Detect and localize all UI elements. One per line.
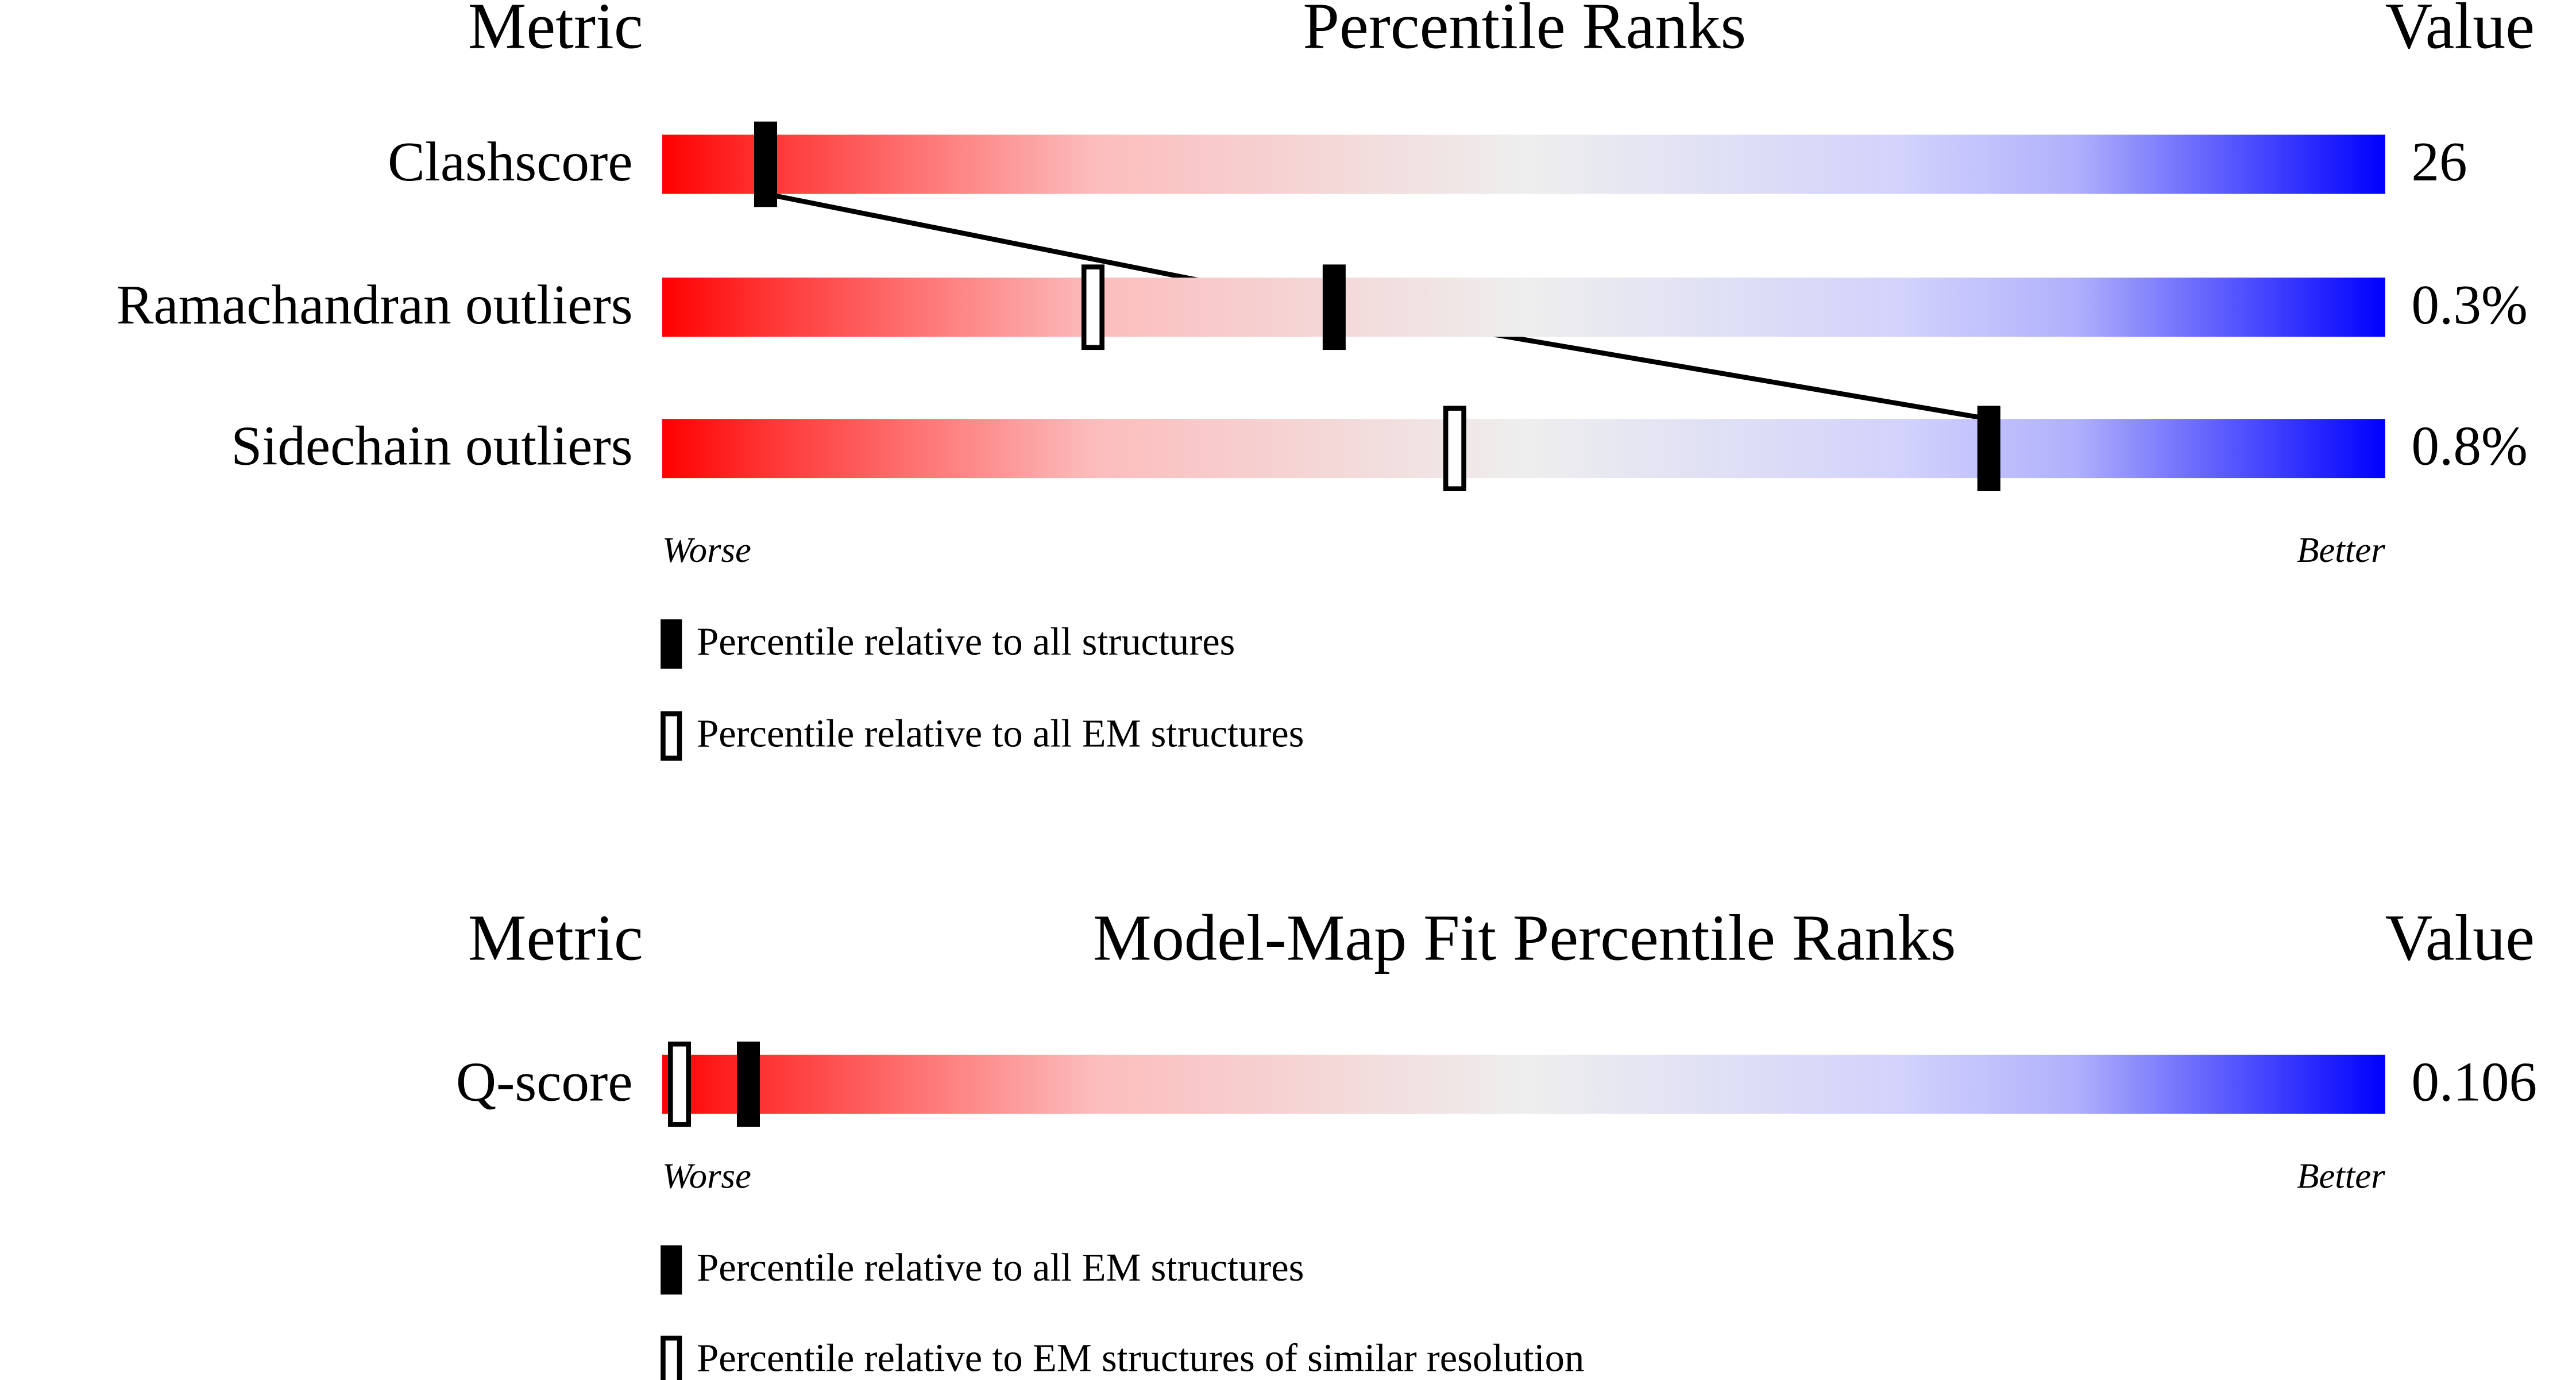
percentile-marker-open [1443, 406, 1466, 491]
slider-bar [662, 419, 2385, 479]
percentile-marker-open [1081, 264, 1104, 350]
slider-bar [662, 134, 2385, 194]
header-metric: Metric [468, 901, 643, 974]
metric-value: 0.8% [2411, 415, 2528, 477]
metric-value: 26 [2411, 131, 2467, 193]
metric-label: Sidechain outliers [231, 415, 632, 477]
legend-label: Percentile relative to all EM structures [697, 1246, 1304, 1289]
header-title: Model-Map Fit Percentile Ranks [1093, 901, 1956, 974]
metric-value: 0.106 [2411, 1051, 2537, 1113]
legend-label: Percentile relative to all EM structures [697, 712, 1304, 755]
header-value: Value [2385, 901, 2535, 974]
metric-label: Q-score [456, 1051, 633, 1113]
legend-icon-filled [661, 1245, 682, 1295]
percentile-marker-filled [1977, 406, 2000, 491]
slider-bar [662, 277, 2385, 337]
legend-icon-open [661, 711, 682, 761]
percentile-marker-open [668, 1041, 692, 1127]
metric-label: Ramachandran outliers [117, 274, 633, 336]
percentile-marker-filled [736, 1041, 760, 1127]
legend-icon-filled [661, 619, 682, 669]
header-metric: Metric [468, 0, 643, 62]
scale-worse: Worse [662, 530, 751, 570]
legend-label: Percentile relative to EM structures of … [697, 1336, 1584, 1379]
header-title: Percentile Ranks [1303, 0, 1746, 62]
percentile-marker-filled [754, 121, 778, 207]
percentile-marker-filled [1322, 264, 1346, 350]
scale-worse: Worse [662, 1156, 751, 1196]
metric-value: 0.3% [2411, 274, 2528, 336]
legend-icon-open [661, 1335, 682, 1380]
legend-label: Percentile relative to all structures [697, 620, 1235, 664]
header-value: Value [2385, 0, 2535, 62]
metric-label: Clashscore [388, 131, 633, 193]
scale-better: Better [2297, 1156, 2385, 1196]
scale-better: Better [2297, 530, 2385, 570]
slider-bar [662, 1054, 2385, 1114]
